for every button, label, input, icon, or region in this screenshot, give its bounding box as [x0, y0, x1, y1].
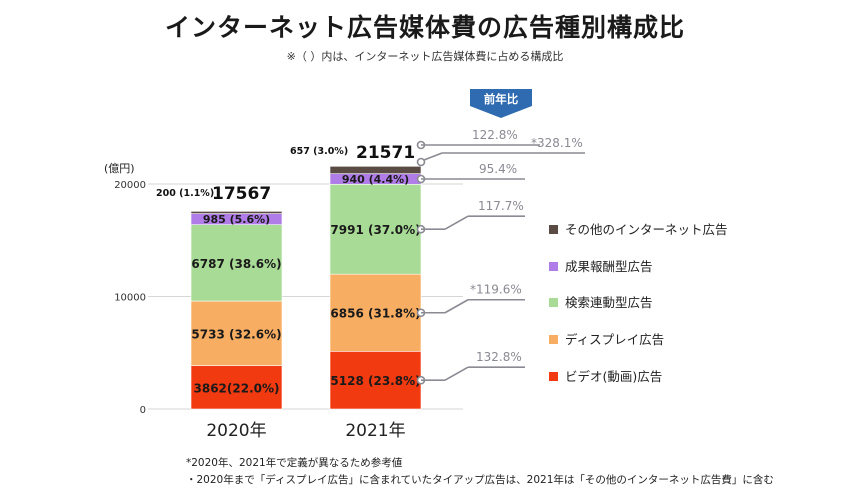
total-label: 21571	[356, 143, 415, 163]
y-tick-label: 10000	[114, 293, 146, 304]
y-axis-label: (億円)	[104, 162, 135, 175]
legend-swatch	[549, 262, 558, 271]
yoy-value: *328.1%	[531, 136, 583, 150]
legend-swatch	[549, 335, 558, 344]
leader-line	[444, 299, 469, 314]
leader-dot	[416, 157, 426, 167]
bar-segment	[190, 211, 283, 214]
yoy-value: 95.4%	[479, 162, 517, 176]
data-label: 5733 (32.6%)	[191, 327, 281, 341]
y-tick-label: 0	[140, 405, 146, 416]
data-label: 985 (5.6%)	[203, 213, 270, 226]
yoy-badge-shape	[470, 89, 532, 118]
bar-segment	[329, 351, 422, 410]
bar-segment	[190, 365, 283, 410]
legend-label: ディスプレイ広告	[565, 332, 664, 347]
data-label-other: 657 (3.0%)	[290, 146, 348, 157]
data-label: 6856 (31.8%)	[330, 307, 420, 321]
x-tick-label: 2021年	[345, 421, 405, 441]
legend-label: ビデオ(動画)広告	[565, 369, 662, 384]
footnote-1: *2020年、2021年で定義が異なるため参考値	[186, 457, 403, 469]
data-label: 7991 (37.0%)	[330, 223, 420, 237]
data-label: 940 (4.4%)	[342, 173, 409, 186]
y-tick-label: 20000	[114, 180, 146, 191]
legend-label: 検索連動型広告	[565, 295, 653, 310]
yoy-value: *119.6%	[470, 283, 522, 297]
footnote-2: ・2020年まで「ディスプレイ広告」に含まれていたタイアップ広告は、2021年は…	[186, 474, 774, 486]
chart-title: インターネット広告媒体費の広告種別構成比	[164, 13, 685, 42]
leader-line	[444, 366, 469, 381]
yoy-badge-label: 前年比	[484, 92, 519, 106]
data-label: 3862(22.0%)	[194, 381, 280, 395]
legend-swatch	[549, 225, 558, 234]
yoy-value: 122.8%	[472, 128, 518, 142]
leader-line	[444, 215, 469, 230]
data-label: 6787 (38.6%)	[191, 257, 281, 271]
x-tick-label: 2020年	[206, 421, 266, 441]
bar-segment	[190, 224, 283, 302]
bar-segment	[329, 273, 422, 352]
yoy-value: 117.7%	[478, 199, 524, 213]
bar-segment	[329, 183, 422, 275]
total-label: 17567	[212, 184, 271, 204]
bar-segment	[190, 300, 283, 366]
chart-subtitle: ※（ ）内は、インターネット広告媒体費に占める構成比	[286, 50, 564, 63]
legend-swatch	[549, 372, 558, 381]
legend-label: 成果報酬型広告	[565, 259, 653, 274]
yoy-value: 132.8%	[476, 350, 522, 364]
data-label: 5128 (23.8%)	[330, 374, 420, 388]
legend-swatch	[549, 298, 558, 307]
leader-line	[423, 152, 443, 161]
legend-label: その他のインターネット広告	[565, 222, 728, 237]
bar-segment	[329, 166, 422, 175]
data-label-other: 200 (1.1%)	[156, 188, 214, 199]
